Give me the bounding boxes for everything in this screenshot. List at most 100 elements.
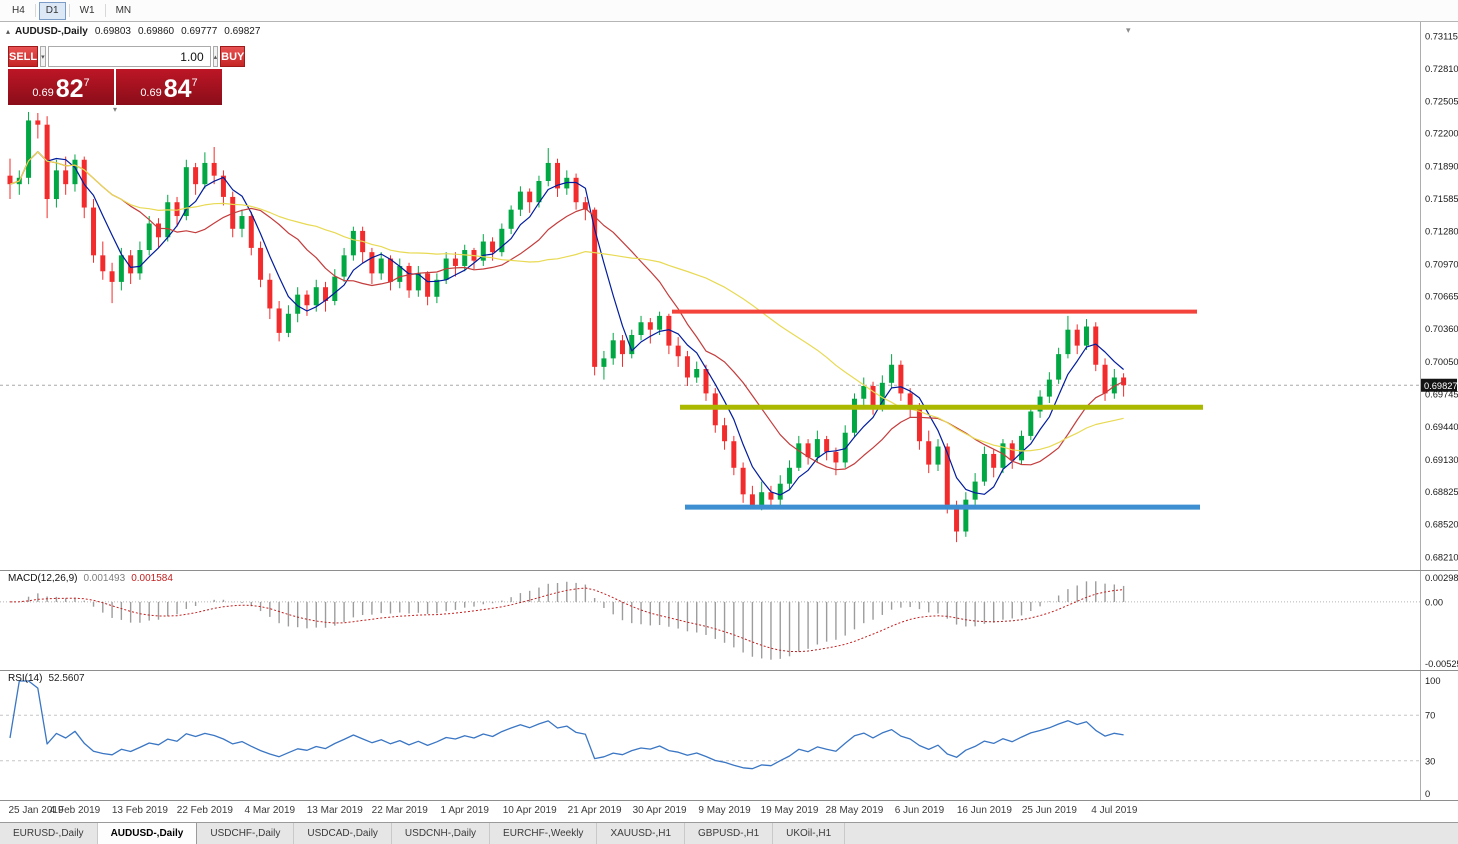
chart-tab-usdchf-daily[interactable]: USDCHF-,Daily <box>197 823 295 844</box>
chart-tab-ukoil-h1[interactable]: UKOil-,H1 <box>773 823 846 844</box>
rsi-canvas[interactable]: 100 70 30 0 <box>0 671 1458 800</box>
candle-body <box>91 207 97 256</box>
candle-body <box>610 340 616 359</box>
price-scale[interactable]: 0.73115 0.72810 0.72505 0.72200 0.71890 0.715… <box>1425 32 1458 563</box>
buy-price-button[interactable]: 0.69 84 7 <box>116 69 222 105</box>
toolbar-separator <box>34 4 36 17</box>
candle-body <box>1000 443 1006 468</box>
date-label: 22 Mar 2019 <box>371 805 428 816</box>
price-tick-label: 0.72810 <box>1425 64 1458 74</box>
candle-body <box>146 223 152 251</box>
candle-body <box>898 364 904 394</box>
candle-body <box>387 258 393 282</box>
candle-body <box>814 439 820 458</box>
chart-ohlc-info: ▴ AUDUSD-,Daily 0.69803 0.69860 0.69777 … <box>6 26 260 37</box>
volume-increase-button[interactable]: ▴ <box>212 46 219 67</box>
timeframe-button-mn[interactable]: MN <box>115 4 132 16</box>
candle-body <box>972 481 978 500</box>
candle-body <box>963 499 969 532</box>
chart-tab-eurusd-daily[interactable]: EURUSD-,Daily <box>0 823 98 844</box>
candle-body <box>731 441 737 468</box>
timeframe-button-d1[interactable]: D1 <box>38 1 66 20</box>
candle-body <box>768 492 774 500</box>
date-label: 4 Jul 2019 <box>1091 805 1138 816</box>
macd-title: MACD(12,26,9) <box>8 573 78 584</box>
macd-canvas[interactable]: 0.002984 0.00 -0.005250 <box>0 571 1458 670</box>
price-tick-label: 0.70050 <box>1425 357 1458 367</box>
rsi-scale-70: 70 <box>1425 711 1435 721</box>
volume-decrease-button[interactable]: ▾ <box>40 46 46 67</box>
trade-panel-toggle-icon[interactable]: ▴ <box>6 27 11 36</box>
price-tick-label: 0.70665 <box>1425 292 1458 302</box>
candle-body <box>991 453 997 468</box>
candle-body <box>536 180 542 203</box>
candle-body <box>694 368 700 378</box>
trade-panel-collapse-icon[interactable]: ▾ <box>112 105 117 114</box>
chart-tab-xauusd-h1[interactable]: XAUUSD-,H1 <box>597 823 686 844</box>
candle-body <box>629 335 635 355</box>
candle-body <box>7 175 13 185</box>
price-tick-label: 0.71585 <box>1425 194 1458 204</box>
timeframe-toolbar: H4 D1 W1 MN <box>0 0 1458 22</box>
price-tick-label: 0.71280 <box>1425 226 1458 236</box>
candle-body <box>926 441 932 465</box>
buy-price-pips: 84 <box>163 75 192 103</box>
candle-body <box>490 241 496 253</box>
candle-body <box>378 258 384 274</box>
candle-body <box>759 492 765 505</box>
date-label: 13 Mar 2019 <box>306 805 363 816</box>
toolbar-separator <box>68 4 70 17</box>
candle-body <box>276 308 282 333</box>
candle-body <box>638 322 644 336</box>
price-tick-label: 0.69745 <box>1425 389 1458 399</box>
candle-body <box>462 250 468 266</box>
date-label: 4 Feb 2019 <box>49 805 101 816</box>
sell-price-button[interactable]: 0.69 82 7 <box>8 69 114 105</box>
candle-body <box>1046 379 1052 397</box>
macd-scale-top: 0.002984 <box>1425 573 1458 583</box>
sell-button[interactable]: SELL <box>8 46 39 67</box>
price-tick-label: 0.69440 <box>1425 422 1458 432</box>
candle-body <box>833 451 839 463</box>
buy-price-prefix: 0.69 <box>140 87 162 99</box>
candle-body <box>1065 329 1071 355</box>
price-tick-label: 0.72505 <box>1425 96 1458 106</box>
moving-average-34 <box>9 151 1124 452</box>
macd-scale-zero: 0.00 <box>1425 597 1443 607</box>
time-axis[interactable]: 25 Jan 2019 4 Feb 2019 13 Feb 2019 22 Feb 2… <box>0 800 1458 822</box>
buy-button[interactable]: BUY <box>220 46 246 67</box>
candle-body <box>239 216 245 229</box>
candle-body <box>480 241 486 261</box>
chart-tab-audusd-daily[interactable]: AUDUSD-,Daily <box>97 823 198 844</box>
macd-histogram <box>18 581 1125 660</box>
rsi-indicator-panel: 100 70 30 0 RSI(14) 52.5607 <box>0 670 1458 800</box>
chart-shift-icon[interactable]: ▾ <box>1126 25 1131 35</box>
candle-body <box>647 322 653 330</box>
macd-label: MACD(12,26,9) 0.001493 0.001584 <box>8 573 173 584</box>
candle-body <box>1121 377 1127 386</box>
candle-body <box>332 276 338 302</box>
candle-body <box>851 398 857 433</box>
candle-body <box>100 255 106 272</box>
main-chart-canvas[interactable]: 0.73115 0.72810 0.72505 0.72200 0.71890 0.715… <box>0 22 1458 570</box>
ohlc-close: 0.69827 <box>224 26 261 37</box>
candle-body <box>44 124 50 200</box>
date-label: 28 May 2019 <box>825 805 884 816</box>
moving-average-13 <box>9 151 1124 471</box>
candle-body <box>1028 411 1034 436</box>
date-label: 21 Apr 2019 <box>567 805 622 816</box>
candle-body <box>118 255 124 282</box>
candle-body <box>907 393 913 408</box>
volume-input[interactable] <box>47 46 211 67</box>
macd-signal-value: 0.001584 <box>131 573 173 584</box>
candle-body <box>109 271 115 282</box>
chart-tab-usdcnh-daily[interactable]: USDCNH-,Daily <box>392 823 491 844</box>
candle-body <box>703 368 709 394</box>
timeframe-button-w1[interactable]: W1 <box>79 4 95 16</box>
candle-body <box>749 494 755 505</box>
chart-tab-gbpusd-h1[interactable]: GBPUSD-,H1 <box>685 823 774 844</box>
timeframe-button-h4[interactable]: H4 <box>12 4 25 16</box>
chart-tab-eurchf-weekly[interactable]: EURCHF-,Weekly <box>490 823 598 844</box>
candle-body <box>174 202 180 217</box>
chart-tab-usdcad-daily[interactable]: USDCAD-,Daily <box>294 823 392 844</box>
